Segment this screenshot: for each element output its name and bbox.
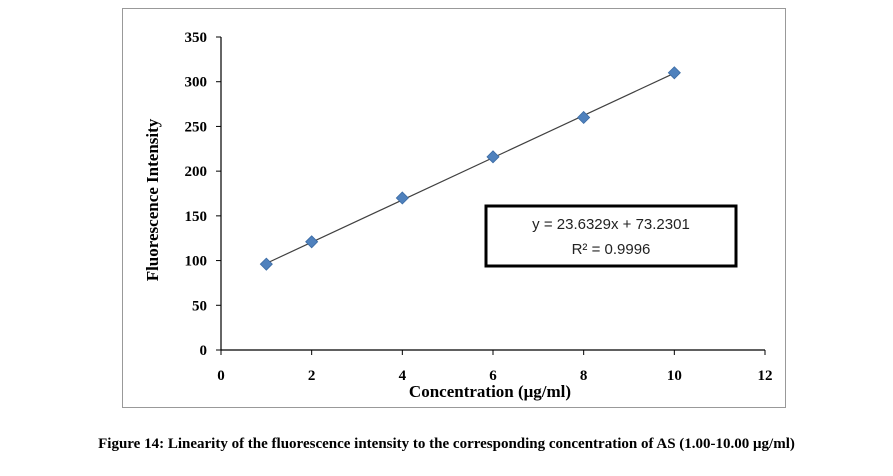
data-point xyxy=(305,235,319,249)
trendline-group xyxy=(266,72,675,264)
y-tick-label: 250 xyxy=(185,119,208,135)
x-tick-label: 0 xyxy=(217,368,225,384)
x-axis-title: Concentration (μg/ml) xyxy=(409,382,571,401)
r-squared-text: R² = 0.9996 xyxy=(572,241,651,258)
calibration-chart: 0 50 100 150 200 250 300 350 0 2 4 6 8 10 12 Fluoresc… xyxy=(143,30,773,401)
x-tick-label: 6 xyxy=(489,368,497,384)
y-tick-label: 350 xyxy=(185,30,208,46)
chart-frame xyxy=(122,8,786,408)
y-tick-label: 150 xyxy=(185,209,208,225)
data-point xyxy=(395,191,409,205)
chart-axes xyxy=(220,37,765,351)
trendline xyxy=(266,72,675,264)
equation-box: y = 23.6329x + 73.2301 R² = 0.9996 xyxy=(484,204,738,268)
data-point xyxy=(667,66,681,80)
y-axis-title: Fluorescence Intensity xyxy=(143,118,162,281)
data-point xyxy=(486,150,500,164)
equation-text: y = 23.6329x + 73.2301 xyxy=(532,216,690,233)
y-tick-label: 0 xyxy=(200,343,208,359)
x-tick-label: 2 xyxy=(308,368,316,384)
figure-caption: Figure 14: Linearity of the fluorescence… xyxy=(98,436,795,452)
y-tick-label: 50 xyxy=(192,298,207,314)
data-point xyxy=(259,257,273,271)
x-tick-label: 12 xyxy=(758,368,773,384)
x-tick-label: 4 xyxy=(399,368,407,384)
x-tick-label: 8 xyxy=(580,368,588,384)
y-tick-label: 200 xyxy=(185,164,208,180)
y-tick-label: 100 xyxy=(185,254,208,270)
data-points xyxy=(259,66,681,271)
y-axis-ticks: 0 50 100 150 200 250 300 350 xyxy=(185,30,221,359)
x-axis-ticks: 0 2 4 6 8 10 12 xyxy=(217,350,773,384)
y-tick-label: 300 xyxy=(185,75,208,91)
data-point xyxy=(577,110,591,125)
x-tick-label: 10 xyxy=(667,368,682,384)
